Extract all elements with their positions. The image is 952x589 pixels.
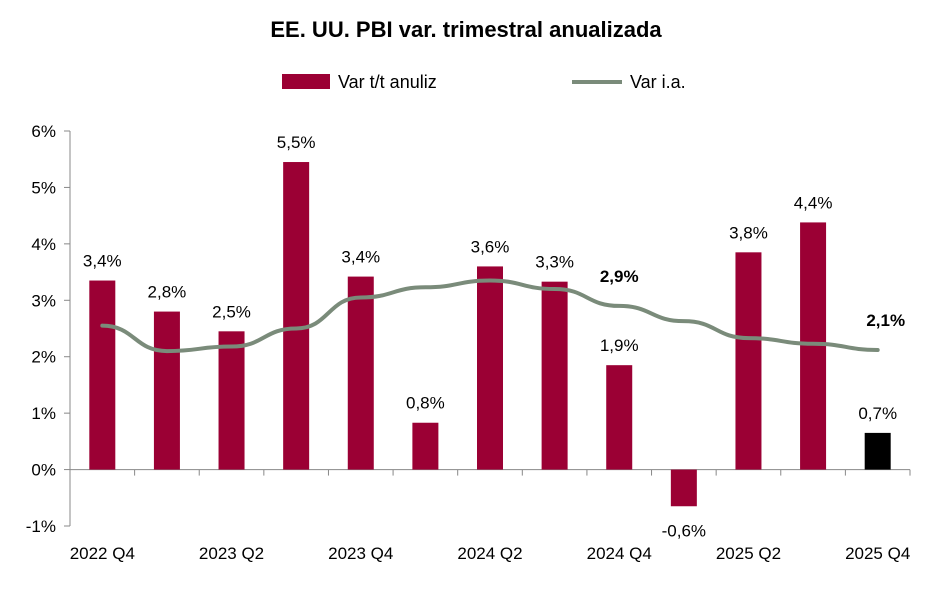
bar-value-label: 2,5% [212,302,251,321]
chart-title: EE. UU. PBI var. trimestral anualizada [270,17,662,42]
y-tick-label: 0% [31,461,56,480]
bar-value-label: 3,4% [83,252,122,271]
bar [412,422,439,470]
x-tick-label: 2024 Q2 [457,544,522,563]
x-tick-label: 2025 Q2 [716,544,781,563]
legend-bar-swatch [282,74,330,89]
data-labels: 3,4% 2,8% 2,5% 5,5% 3,4% 0,8% 3,6% 3,3% 1,9% -0,6… [83,133,905,540]
bar [153,311,180,470]
bar [89,280,116,470]
y-tick-label: 2% [31,348,56,367]
bar-value-label: 3,3% [535,253,574,272]
bar-value-label: 3,6% [471,237,510,256]
y-tick-label: 4% [31,235,56,254]
bar [477,266,503,470]
bar [864,432,891,470]
line-value-label: 2,1% [866,311,905,330]
bar-value-label: 2,8% [148,283,187,302]
x-tick-label: 2025 Q4 [845,544,910,563]
bar-value-label: -0,6% [662,521,706,540]
bar-series [89,162,891,507]
y-tick-label: 6% [31,122,56,141]
bar-value-label: 1,9% [600,336,639,355]
bar [800,222,827,470]
bar-value-label: 3,8% [729,223,768,242]
y-tick-label: -1% [26,517,56,536]
y-tick-label: 1% [31,404,56,423]
x-tick-label: 2022 Q4 [70,544,135,563]
y-tick-label: 5% [31,178,56,197]
axes: -1% 0% 1% 2% 3% 4% 5% 6% 2022 Q4 2023 Q2 2023 Q4 20… [26,122,911,563]
bar [606,365,633,470]
x-tick-label: 2023 Q4 [328,544,393,563]
legend-bar-label: Var t/t anuliz [338,72,437,92]
bar [347,276,374,470]
line-series [100,278,880,354]
bar-value-label: 5,5% [277,133,316,152]
x-tick-label: 2024 Q4 [587,544,652,563]
bar [735,252,762,470]
bar [670,469,697,507]
legend: Var t/t anuliz Var i.a. [282,72,686,92]
bar-value-label: 0,7% [858,404,897,423]
bar-value-label: 4,4% [794,193,833,212]
bar-value-label: 3,4% [341,248,380,267]
bar [218,331,245,470]
bar [283,162,310,470]
y-tick-label: 3% [31,291,56,310]
x-tick-label: 2023 Q2 [199,544,264,563]
legend-line-label: Var i.a. [630,72,686,92]
bar-value-label: 0,8% [406,394,445,413]
bar [541,281,568,470]
line-value-label: 2,9% [600,267,639,286]
